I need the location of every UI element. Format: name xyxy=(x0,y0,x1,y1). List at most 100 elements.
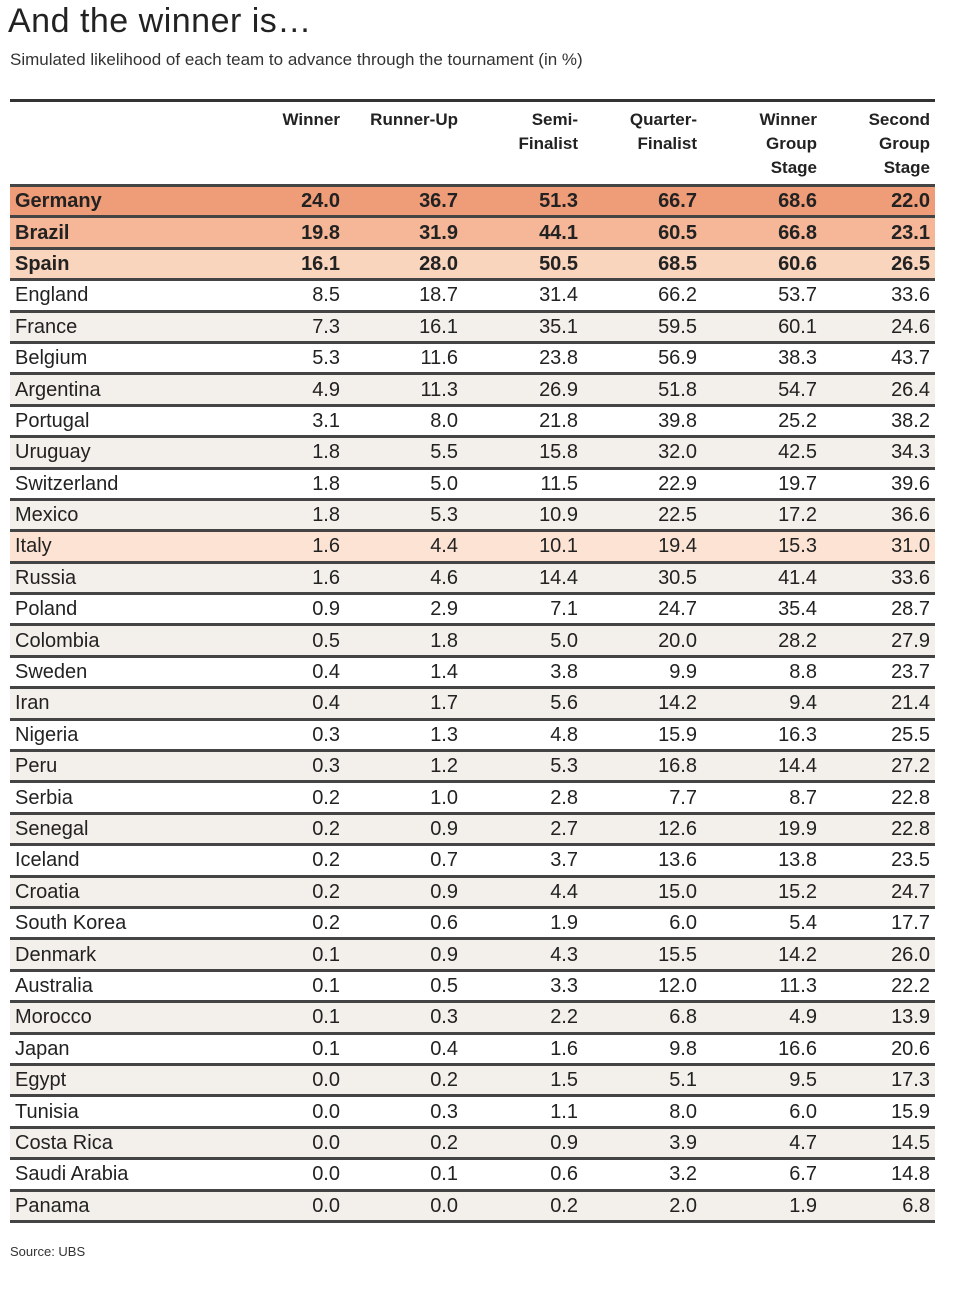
probability-cell: 0.3 xyxy=(345,1001,463,1035)
probability-cell: 20.0 xyxy=(583,624,702,658)
probability-cell: 9.9 xyxy=(583,656,702,690)
probability-cell: 27.2 xyxy=(822,750,935,784)
probability-cell: 66.8 xyxy=(702,216,822,250)
probability-cell: 24.7 xyxy=(822,876,935,910)
probability-cell: 15.3 xyxy=(702,530,822,564)
probability-cell: 31.4 xyxy=(463,279,583,313)
probability-cell: 12.0 xyxy=(583,970,702,1004)
probability-cell: 14.5 xyxy=(822,1127,935,1161)
probability-cell: 19.9 xyxy=(702,813,822,847)
table-row: Nigeria 0.3 1.3 4.8 15.9 16.3 25.5 xyxy=(10,719,935,753)
team-name: Senegal xyxy=(10,813,233,847)
team-name: Portugal xyxy=(10,405,233,439)
probability-cell: 1.9 xyxy=(702,1190,822,1223)
probability-cell: 33.6 xyxy=(822,562,935,596)
probability-cell: 22.0 xyxy=(822,185,935,219)
probability-cell: 0.2 xyxy=(463,1190,583,1223)
probability-cell: 0.0 xyxy=(232,1158,345,1192)
column-header: Second Group Stage xyxy=(822,100,935,187)
probability-cell: 7.1 xyxy=(463,593,583,627)
team-name: Croatia xyxy=(10,876,233,910)
probability-cell: 24.6 xyxy=(822,311,935,344)
probability-cell: 4.4 xyxy=(463,876,583,910)
page-title: And the winner is… xyxy=(8,2,312,40)
table-row: Spain 16.1 28.0 50.5 68.5 60.6 26.5 xyxy=(10,248,935,282)
probability-cell: 28.2 xyxy=(702,624,822,658)
column-header: Runner-Up xyxy=(345,100,463,187)
probability-cell: 1.5 xyxy=(463,1064,583,1098)
table-row: Saudi Arabia 0.0 0.1 0.6 3.2 6.7 14.8 xyxy=(10,1158,935,1192)
probability-cell: 0.1 xyxy=(345,1158,463,1192)
probability-cell: 26.9 xyxy=(463,373,583,407)
probability-cell: 68.5 xyxy=(583,248,702,282)
probability-cell: 0.6 xyxy=(463,1158,583,1192)
probability-cell: 0.0 xyxy=(232,1190,345,1223)
probability-cell: 0.2 xyxy=(232,844,345,878)
table-row: Costa Rica 0.0 0.2 0.9 3.9 4.7 14.5 xyxy=(10,1127,935,1161)
table-row: South Korea 0.2 0.6 1.9 6.0 5.4 17.7 xyxy=(10,907,935,941)
table-header: Winner Runner-Up Semi- Finalist Quarter- Fi… xyxy=(10,100,935,187)
probability-cell: 18.7 xyxy=(345,279,463,313)
team-name: Poland xyxy=(10,593,233,627)
probability-cell: 23.1 xyxy=(822,216,935,250)
probability-cell: 39.8 xyxy=(583,405,702,439)
probability-cell: 31.9 xyxy=(345,216,463,250)
probability-cell: 4.3 xyxy=(463,938,583,972)
probability-cell: 5.3 xyxy=(345,499,463,533)
probability-cell: 16.8 xyxy=(583,750,702,784)
team-name: Uruguay xyxy=(10,436,233,470)
probability-cell: 6.0 xyxy=(702,1095,822,1129)
team-name: Panama xyxy=(10,1190,233,1223)
team-name: Spain xyxy=(10,248,233,282)
probability-cell: 5.0 xyxy=(345,468,463,501)
probability-cell: 4.9 xyxy=(232,373,345,407)
probability-cell: 0.2 xyxy=(232,781,345,815)
table-row: Belgium 5.3 11.6 23.8 56.9 38.3 43.7 xyxy=(10,342,935,376)
probability-cell: 8.0 xyxy=(583,1095,702,1129)
probability-cell: 53.7 xyxy=(702,279,822,313)
team-name: England xyxy=(10,279,233,313)
probability-cell: 12.6 xyxy=(583,813,702,847)
team-name: Iran xyxy=(10,687,233,721)
probability-cell: 5.6 xyxy=(463,687,583,721)
probability-cell: 35.4 xyxy=(702,593,822,627)
probability-cell: 7.7 xyxy=(583,781,702,815)
table-row: Serbia 0.2 1.0 2.8 7.7 8.7 22.8 xyxy=(10,781,935,815)
probability-cell: 17.3 xyxy=(822,1064,935,1098)
table-row: Colombia 0.5 1.8 5.0 20.0 28.2 27.9 xyxy=(10,624,935,658)
table-row: Russia 1.6 4.6 14.4 30.5 41.4 33.6 xyxy=(10,562,935,596)
probability-cell: 2.8 xyxy=(463,781,583,815)
probability-cell: 60.1 xyxy=(702,311,822,344)
probability-cell: 15.0 xyxy=(583,876,702,910)
probability-cell: 43.7 xyxy=(822,342,935,376)
table-row: Argentina 4.9 11.3 26.9 51.8 54.7 26.4 xyxy=(10,373,935,407)
probability-cell: 34.3 xyxy=(822,436,935,470)
probability-cell: 42.5 xyxy=(702,436,822,470)
probability-cell: 1.7 xyxy=(345,687,463,721)
column-header: Quarter- Finalist xyxy=(583,100,702,187)
team-name: Belgium xyxy=(10,342,233,376)
probability-cell: 1.4 xyxy=(345,656,463,690)
probability-cell: 0.0 xyxy=(232,1095,345,1129)
probability-cell: 3.3 xyxy=(463,970,583,1004)
team-name: Mexico xyxy=(10,499,233,533)
probability-cell: 8.7 xyxy=(702,781,822,815)
probability-cell: 15.5 xyxy=(583,938,702,972)
probability-cell: 17.2 xyxy=(702,499,822,533)
probability-cell: 3.9 xyxy=(583,1127,702,1161)
probability-cell: 0.9 xyxy=(345,876,463,910)
team-name: Serbia xyxy=(10,781,233,815)
probability-cell: 2.2 xyxy=(463,1001,583,1035)
probability-cell: 3.2 xyxy=(583,1158,702,1192)
probability-cell: 6.7 xyxy=(702,1158,822,1192)
team-name: Russia xyxy=(10,562,233,596)
team-name: Saudi Arabia xyxy=(10,1158,233,1192)
probability-cell: 0.5 xyxy=(345,970,463,1004)
probability-cell: 22.9 xyxy=(583,468,702,501)
probability-cell: 2.7 xyxy=(463,813,583,847)
probability-cell: 51.8 xyxy=(583,373,702,407)
probability-cell: 1.9 xyxy=(463,907,583,941)
team-name: Brazil xyxy=(10,216,233,250)
probability-cell: 38.3 xyxy=(702,342,822,376)
table-row: Iran 0.4 1.7 5.6 14.2 9.4 21.4 xyxy=(10,687,935,721)
